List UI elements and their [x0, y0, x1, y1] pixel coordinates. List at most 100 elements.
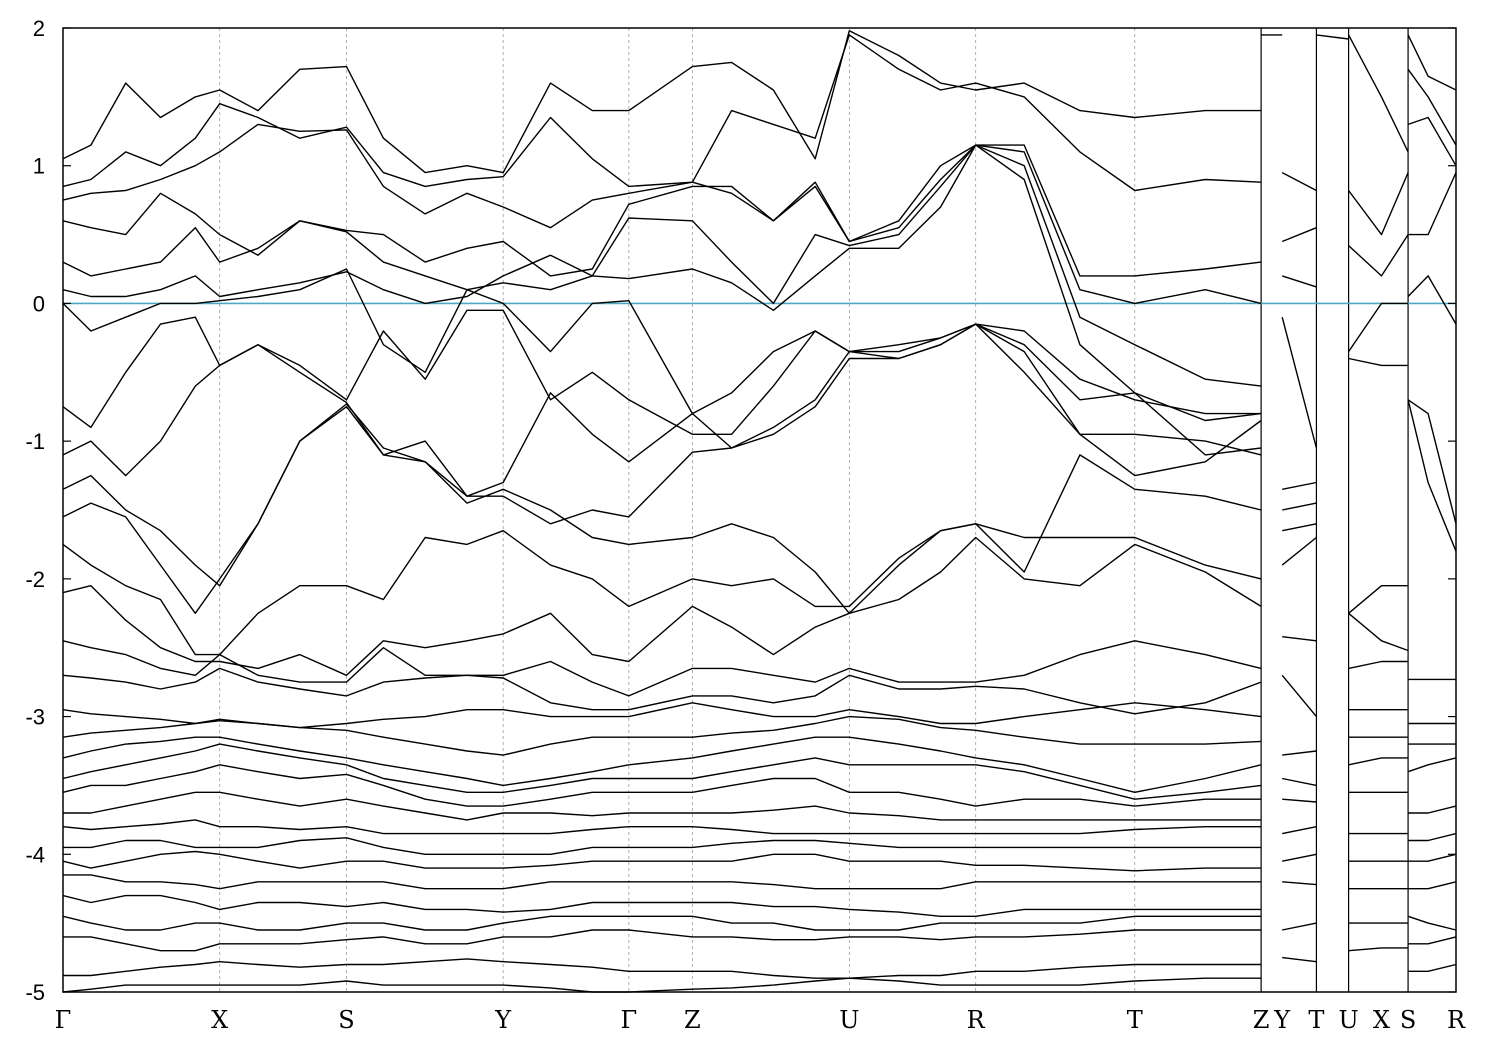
y-tick-label: -3 — [25, 705, 45, 730]
band-line-8 — [62, 309, 1262, 456]
band-line-78 — [1407, 757, 1457, 773]
kpoint-label: Z — [1253, 1006, 1270, 1034]
y-tick-label: -2 — [25, 567, 45, 592]
band-line-80 — [1408, 832, 1457, 842]
band-line-27 — [62, 915, 1262, 931]
band-line-5 — [62, 144, 1262, 387]
y-tick-label: -4 — [25, 842, 45, 867]
band-line-49 — [1282, 956, 1317, 963]
kpoint-label: Γ — [621, 1006, 638, 1034]
band-line-74 — [1407, 399, 1457, 552]
kpoint-label: S — [1400, 1006, 1416, 1034]
band-line-9 — [62, 323, 1262, 497]
band-line-14 — [62, 640, 1262, 697]
band-line-7 — [62, 268, 1262, 415]
band-line-69 — [1407, 68, 1457, 146]
band-line-44 — [1282, 798, 1317, 803]
band-line-39 — [1281, 536, 1317, 566]
band-line-11 — [62, 406, 1262, 614]
band-line-73 — [1407, 399, 1457, 524]
band-line-57 — [1348, 612, 1409, 652]
band-line-50 — [1316, 34, 1349, 40]
band-line-82 — [1408, 881, 1457, 890]
band-line-68 — [1407, 34, 1457, 91]
band-line-19 — [62, 743, 1262, 800]
band-line-42 — [1282, 750, 1317, 756]
band-line-10 — [62, 323, 1262, 587]
band-line-72 — [1407, 275, 1457, 325]
band-line-30 — [62, 977, 1262, 993]
band-line-6 — [62, 144, 1262, 422]
band-line-26 — [62, 894, 1262, 917]
band-line-56 — [1348, 585, 1409, 614]
band-line-1 — [62, 30, 1262, 174]
band-line-79 — [1408, 805, 1457, 814]
band-line-43 — [1282, 777, 1317, 787]
band-line-24 — [62, 850, 1262, 872]
band-line-12 — [62, 523, 1262, 656]
kpoint-label: Z — [684, 1006, 701, 1034]
band-line-28 — [63, 929, 1262, 952]
band-line-45 — [1282, 826, 1317, 835]
band-line-4 — [62, 144, 1262, 305]
band-line-53 — [1348, 234, 1409, 277]
band-line-51 — [1347, 34, 1409, 153]
band-line-83 — [1407, 915, 1457, 931]
band-line-47 — [1282, 881, 1317, 886]
kpoint-label: U — [839, 1006, 859, 1034]
band-line-81 — [1408, 853, 1457, 862]
band-line-54 — [1348, 302, 1409, 352]
series-layer — [62, 30, 1457, 993]
band-line-61 — [1348, 757, 1409, 766]
band-line-15 — [62, 667, 1262, 715]
band-line-46 — [1282, 853, 1317, 862]
band-line-22 — [62, 819, 1262, 835]
y-tick-label: 0 — [33, 291, 45, 316]
band-line-17 — [62, 715, 1262, 756]
band-line-20 — [62, 764, 1262, 807]
band-line-41 — [1281, 674, 1317, 718]
band-line-55 — [1348, 357, 1409, 367]
band-line-84 — [1408, 936, 1457, 945]
band-line-71 — [1408, 172, 1457, 236]
band-line-16 — [62, 702, 1262, 729]
band-line-52 — [1348, 172, 1409, 236]
plot-frame — [62, 27, 1457, 993]
band-line-48 — [1282, 922, 1317, 931]
band-line-3 — [62, 123, 1262, 277]
kpoint-label: R — [1447, 1006, 1466, 1034]
kpoint-label: S — [338, 1006, 354, 1034]
band-line-36 — [1282, 481, 1317, 490]
band-line-38 — [1282, 523, 1317, 532]
kpoint-label: T — [1308, 1006, 1324, 1034]
band-line-37 — [1282, 502, 1317, 511]
kpoint-label: Y — [1273, 1006, 1291, 1034]
kpoint-label: Y — [494, 1006, 512, 1034]
kpoint-label: Γ — [55, 1006, 72, 1034]
band-line-40 — [1282, 636, 1317, 642]
band-line-18 — [62, 736, 1262, 793]
y-tick-label: 2 — [33, 16, 45, 41]
band-line-33 — [1281, 227, 1317, 243]
kpoint-label: U — [1338, 1006, 1358, 1034]
y-tick-label: -1 — [25, 429, 45, 454]
band-line-23 — [63, 837, 1262, 855]
band-line-32 — [1281, 171, 1317, 192]
kpoint-label: X — [211, 1006, 228, 1034]
ticks-layer — [63, 27, 1456, 993]
kpoint-label: X — [1373, 1006, 1390, 1034]
band-line-25 — [63, 874, 1262, 890]
band-line-21 — [63, 791, 1262, 821]
band-line-85 — [1408, 963, 1457, 972]
band-line-70 — [1407, 116, 1457, 167]
band-line-67 — [1348, 947, 1409, 952]
axes-layer — [62, 27, 1457, 993]
y-tick-label: -5 — [25, 980, 45, 1005]
y-tick-label: 1 — [33, 154, 45, 179]
grid-layer — [219, 28, 1409, 992]
band-line-58 — [1348, 660, 1409, 670]
band-line-34 — [1281, 275, 1317, 288]
